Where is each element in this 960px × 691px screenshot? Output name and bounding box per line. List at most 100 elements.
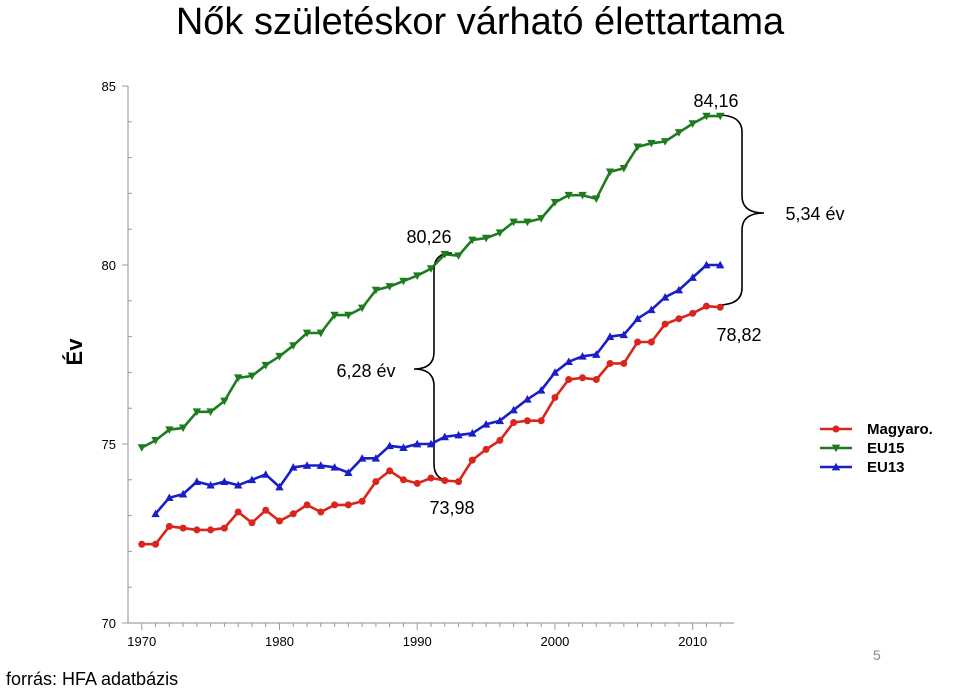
data-point: [716, 112, 725, 121]
data-point: [523, 395, 532, 403]
data-point: [289, 342, 298, 350]
data-point: [440, 250, 449, 259]
data-point: [565, 376, 573, 384]
data-point: [207, 526, 215, 534]
legend-label: Magyaro.: [867, 421, 933, 438]
legend: Magyaro. EU15 EU13: [820, 421, 933, 476]
data-point: [689, 309, 697, 317]
data-point: [702, 260, 711, 269]
data-point: [468, 429, 477, 437]
data-point: [357, 304, 367, 313]
data-point: [660, 138, 670, 146]
data-point: [619, 330, 629, 339]
data-point: [674, 285, 684, 294]
data-point: [193, 526, 201, 534]
data-point: [165, 522, 173, 530]
chart-axes: 70 75 80 85 1970 1980 1990 2000 2010 Év: [62, 79, 734, 649]
data-point: [151, 437, 160, 445]
data-point: [620, 359, 628, 367]
data-point: [233, 480, 243, 489]
data-point: [317, 508, 325, 516]
data-point: [413, 479, 421, 487]
legend-label: EU15: [867, 440, 905, 457]
data-point: [289, 510, 297, 518]
data-point: [634, 338, 642, 346]
source-note: forrás: HFA adatbázis: [6, 669, 179, 689]
x-tick-label: 1980: [265, 634, 294, 649]
data-point: [275, 352, 284, 361]
data-point: [302, 329, 312, 338]
data-point: [385, 441, 394, 450]
data-point: [233, 374, 243, 382]
data-point: [647, 305, 656, 314]
data-point: [481, 420, 491, 428]
slide-title: Nők születéskor várható élettartama: [175, 1, 785, 43]
data-point: [454, 252, 463, 260]
data-point: [831, 444, 841, 453]
data-point: [660, 293, 670, 301]
data-point: [371, 286, 381, 295]
data-point: [344, 468, 353, 476]
data-point: [592, 195, 601, 203]
data-point: [206, 408, 215, 416]
x-tick-label: 2010: [678, 634, 707, 649]
data-point: [579, 374, 586, 382]
data-point: [482, 445, 490, 453]
legend-label: EU13: [867, 459, 905, 476]
value-annotation: 84,16: [693, 91, 738, 111]
data-point: [247, 372, 257, 381]
data-point: [440, 432, 449, 441]
data-point: [302, 461, 312, 469]
data-point: [509, 405, 518, 414]
data-point: [178, 489, 188, 498]
data-point: [619, 164, 629, 173]
data-point: [165, 426, 174, 434]
data-point: [647, 139, 656, 148]
data-point: [510, 419, 518, 427]
data-point: [716, 260, 725, 269]
series-eu13: [151, 260, 725, 518]
data-point: [357, 454, 367, 462]
data-point: [633, 314, 642, 323]
data-point: [413, 439, 422, 448]
data-point: [344, 501, 352, 509]
data-point: [152, 540, 160, 548]
data-point: [496, 436, 504, 444]
data-point: [330, 463, 339, 471]
data-point: [413, 272, 422, 280]
data-point: [426, 439, 436, 448]
data-point: [371, 454, 381, 462]
value-annotation: 78,82: [716, 325, 761, 345]
data-point: [688, 120, 697, 128]
data-point: [564, 357, 573, 366]
data-point: [702, 302, 710, 310]
data-point: [138, 540, 146, 548]
series-magyaro: [138, 302, 724, 548]
data-point: [468, 456, 476, 464]
data-point: [592, 376, 600, 384]
slide-number: 5: [873, 647, 881, 663]
value-annotation: 73,98: [429, 498, 474, 518]
data-point: [831, 462, 841, 471]
series-line: [141, 114, 721, 449]
data-point: [481, 234, 491, 243]
data-point: [247, 475, 257, 484]
data-point: [316, 329, 326, 338]
y-axis-label: Év: [62, 338, 87, 366]
data-point: [399, 277, 408, 286]
data-point: [220, 397, 229, 406]
series-layer: [137, 112, 725, 548]
annotation-layer: 84,16 80,26 78,82 73,98 6,28 év 5,34 év: [336, 91, 844, 518]
data-point: [261, 470, 270, 478]
data-point: [716, 303, 724, 311]
data-point: [151, 509, 160, 518]
data-point: [275, 482, 284, 491]
value-annotation: 80,26: [406, 227, 451, 247]
data-point: [633, 143, 642, 152]
x-tick-label: 1970: [127, 634, 156, 649]
data-point: [358, 497, 366, 505]
data-point: [550, 368, 560, 376]
data-point: [605, 168, 615, 177]
data-point: [468, 236, 477, 245]
